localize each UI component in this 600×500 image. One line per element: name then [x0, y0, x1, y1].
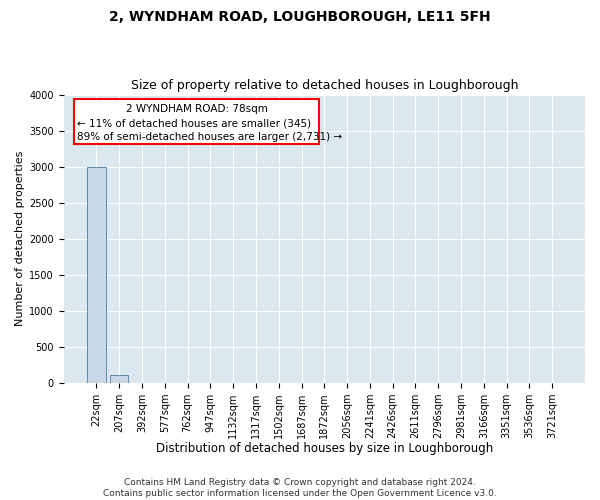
- FancyBboxPatch shape: [74, 99, 319, 144]
- Bar: [110, 376, 128, 382]
- Text: Contains HM Land Registry data © Crown copyright and database right 2024.
Contai: Contains HM Land Registry data © Crown c…: [103, 478, 497, 498]
- Bar: [88, 166, 106, 382]
- Title: Size of property relative to detached houses in Loughborough: Size of property relative to detached ho…: [131, 79, 518, 92]
- Text: ← 11% of detached houses are smaller (345): ← 11% of detached houses are smaller (34…: [77, 118, 311, 128]
- Text: 2 WYNDHAM ROAD: 78sqm: 2 WYNDHAM ROAD: 78sqm: [125, 104, 268, 114]
- Text: 89% of semi-detached houses are larger (2,731) →: 89% of semi-detached houses are larger (…: [77, 132, 342, 142]
- Y-axis label: Number of detached properties: Number of detached properties: [15, 151, 25, 326]
- Text: 2, WYNDHAM ROAD, LOUGHBOROUGH, LE11 5FH: 2, WYNDHAM ROAD, LOUGHBOROUGH, LE11 5FH: [109, 10, 491, 24]
- X-axis label: Distribution of detached houses by size in Loughborough: Distribution of detached houses by size …: [155, 442, 493, 455]
